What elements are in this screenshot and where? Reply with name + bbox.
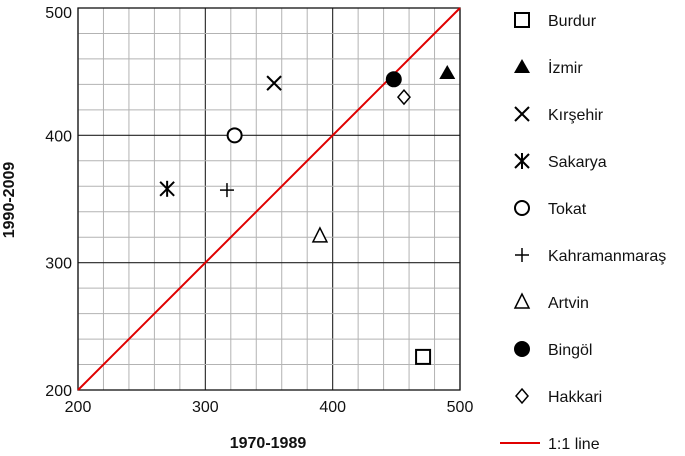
data-point [439, 64, 456, 79]
legend-marker [514, 59, 530, 73]
legend-label: Bingöl [548, 342, 592, 359]
legend-label: Sakarya [548, 154, 607, 171]
legend-label: Kahramanmaraş [548, 248, 666, 265]
legend-label: Tokat [548, 201, 587, 218]
y-tick-label: 400 [45, 128, 72, 145]
data-point [159, 180, 175, 197]
x-axis-label: 1970-1989 [230, 435, 307, 452]
legend-marker [514, 200, 530, 216]
y-axis-label: 1990-2009 [1, 162, 18, 239]
data-point [311, 226, 329, 243]
marker-shape [514, 200, 530, 216]
legend-label: Kırşehir [548, 107, 604, 124]
data-point [219, 183, 234, 198]
marker-shape [226, 127, 243, 144]
data-point [226, 127, 243, 144]
marker-shape [513, 292, 531, 309]
legend-label: 1:1 line [548, 436, 600, 453]
tick-labels: 200 300 400 500 200 300 400 500 [45, 5, 473, 416]
y-tick-label: 500 [45, 5, 72, 22]
x-tick-label: 300 [192, 399, 219, 416]
marker-shape [514, 341, 530, 357]
marker-shape [515, 387, 529, 405]
y-tick-label: 200 [45, 383, 72, 400]
legend-label: Hakkari [548, 389, 602, 406]
x-tick-label: 200 [65, 399, 92, 416]
legend: Burdur İzmir Kırşehir Sakarya Tokat Kahramanm… [500, 12, 666, 453]
legend-marker [513, 292, 531, 309]
legend-marker [514, 341, 530, 357]
data-point [266, 75, 282, 91]
reference-line-layer [77, 7, 461, 391]
marker-stroke [514, 106, 530, 122]
legend-label: İzmir [548, 58, 583, 77]
legend-marker [515, 248, 529, 262]
legend-label: Burdur [548, 13, 597, 30]
data-point [415, 348, 432, 365]
marker-shape [514, 59, 530, 73]
data-point [385, 71, 402, 88]
marker-shape [415, 348, 432, 365]
marker-shape [311, 226, 329, 243]
data-point [396, 88, 411, 106]
marker-shape [514, 12, 530, 28]
marker-shape [439, 64, 456, 79]
reference-line-1-1 [77, 7, 461, 391]
legend-marker [514, 12, 530, 28]
marker-shape [385, 71, 402, 88]
data-markers [159, 64, 456, 365]
legend-marker [514, 106, 530, 122]
legend-label: Artvin [548, 295, 589, 312]
x-tick-label: 500 [447, 399, 474, 416]
legend-marker [515, 387, 529, 405]
plot-border [77, 7, 461, 391]
legend-marker [514, 153, 530, 169]
x-tick-label: 400 [319, 399, 346, 416]
y-tick-label: 300 [45, 256, 72, 273]
marker-shape [396, 88, 411, 106]
marker-stroke [266, 75, 282, 91]
